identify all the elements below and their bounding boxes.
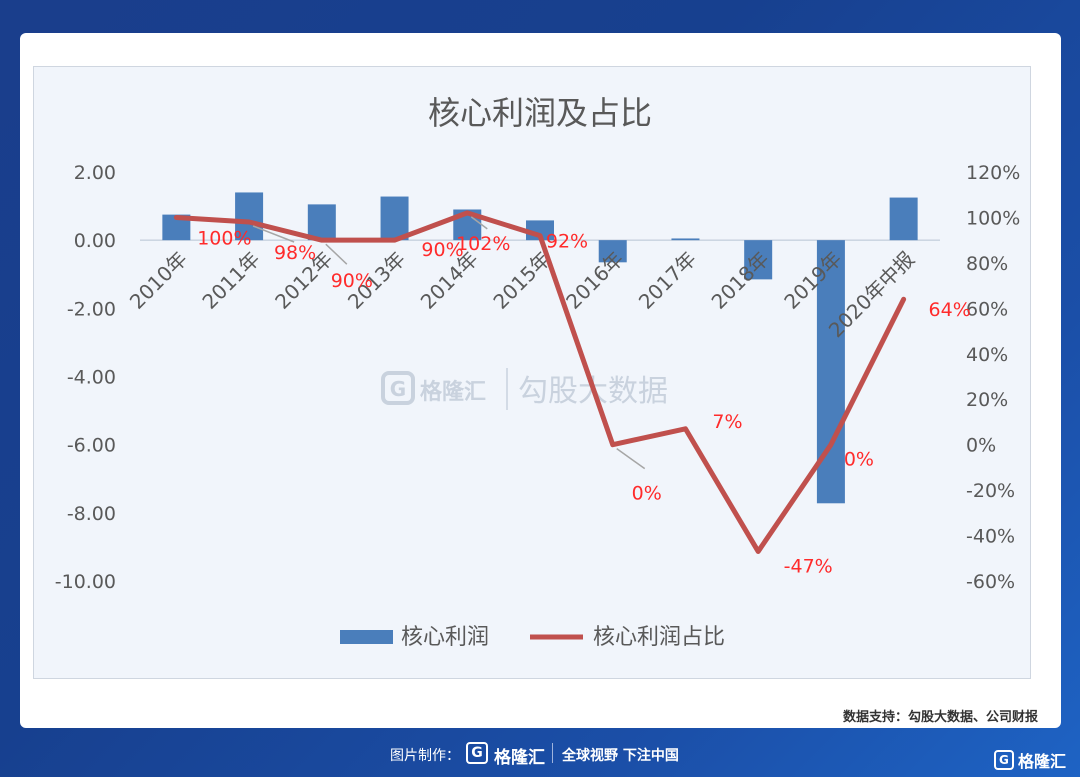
right-axis-tick: 20% [966, 389, 1008, 411]
bar-core-profit [380, 196, 409, 241]
data-label-leader [252, 225, 295, 243]
corner-brand: 格隆汇 [1017, 752, 1066, 771]
line-data-label: -47% [784, 555, 833, 577]
right-axis-tick: 120% [966, 162, 1020, 184]
footer-slogan: 全球视野 下注中国 [562, 748, 679, 764]
line-data-label: 98% [274, 242, 316, 264]
watermark-logo-letter: G [390, 377, 406, 401]
footer-brand: 格隆汇 [494, 748, 545, 768]
left-axis-tick: -4.00 [67, 367, 116, 389]
watermark-logo-icon [381, 371, 415, 405]
data-label-leader [616, 448, 646, 470]
x-axis-tick: 2018年 [707, 247, 774, 314]
right-axis-tick: -60% [966, 571, 1015, 593]
line-data-label: 92% [546, 231, 588, 253]
right-axis-tick: 60% [966, 298, 1008, 320]
right-axis-tick: -40% [966, 526, 1015, 548]
x-axis-tick: 2016年 [561, 247, 628, 314]
line-data-label: 90% [331, 270, 373, 292]
x-axis-tick: 2011年 [198, 247, 265, 314]
line-data-label: 102% [456, 233, 510, 255]
left-axis-tick: 0.00 [74, 230, 116, 252]
left-axis-tick: -10.00 [55, 571, 116, 593]
footer-divider [552, 743, 553, 763]
left-axis-tick: -2.00 [67, 298, 116, 320]
bar-core-profit [235, 192, 264, 241]
watermark-brand: 格隆汇 [420, 379, 486, 405]
line-data-label: 0% [844, 449, 874, 471]
line-data-label: 0% [632, 483, 662, 505]
right-axis-tick: 100% [966, 207, 1020, 229]
x-axis-tick: 2010年 [125, 247, 192, 314]
made-by-label: 图片制作： [390, 748, 460, 764]
chart-title: 核心利润及占比 [428, 94, 652, 132]
legend-label-bar: 核心利润 [401, 625, 489, 650]
footer-bar: 图片制作： G 格隆汇 全球视野 下注中国 [0, 730, 1080, 777]
corner-logo: G 格隆汇 [993, 748, 1066, 772]
data-label-leader [470, 216, 488, 230]
right-axis-tick: 40% [966, 344, 1008, 366]
right-axis-tick: 80% [966, 253, 1008, 275]
bar-core-profit [307, 204, 336, 241]
gelonghui-logo-icon: G [466, 742, 488, 764]
left-axis-tick: 2.00 [74, 162, 116, 184]
right-axis-tick: -20% [966, 480, 1015, 502]
bar-core-profit [744, 240, 773, 280]
line-data-label: 64% [929, 299, 971, 321]
legend-label-line: 核心利润占比 [593, 625, 725, 650]
line-data-label: 90% [421, 239, 463, 261]
legend-swatch-bar [340, 630, 393, 644]
line-data-label: 100% [197, 227, 251, 249]
line-core-profit-ratio [173, 210, 907, 554]
corner-logo-icon: G [993, 750, 1014, 770]
left-axis-tick: -8.00 [67, 503, 116, 525]
source-note: 数据支持：勾股大数据、公司财报 [842, 710, 1038, 725]
bar-core-profit [671, 238, 700, 241]
data-label-leader [325, 243, 348, 265]
x-axis-tick: 2017年 [634, 247, 701, 314]
right-axis-tick: 0% [966, 435, 996, 457]
bar-core-profit [889, 197, 918, 241]
line-data-label: 7% [712, 411, 742, 433]
bar-core-profit [598, 240, 627, 263]
left-axis-tick: -6.00 [67, 435, 116, 457]
